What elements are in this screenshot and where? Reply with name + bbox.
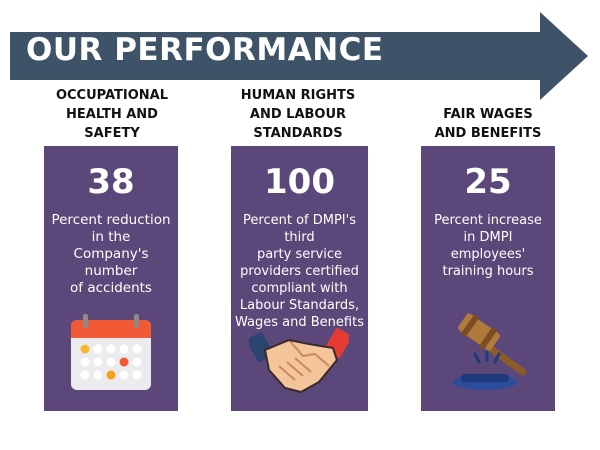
card-value: 100 xyxy=(264,162,335,202)
heading-human-rights: HUMAN RIGHTS AND LABOUR STANDARDS xyxy=(240,88,356,141)
heading-occupational-health: OCCUPATIONAL HEALTH AND SAFETY xyxy=(55,88,169,141)
card-description: Percent increase in DMPI employees' trai… xyxy=(434,213,542,279)
gavel-icon xyxy=(453,313,527,390)
calendar-icon xyxy=(71,314,151,390)
card-value: 25 xyxy=(464,162,512,202)
card-description: Percent of DMPI's third party service pr… xyxy=(235,213,364,330)
card-occupational-health: 38 Percent reduction in the Company's nu… xyxy=(44,146,178,411)
card-human-rights: 100 Percent of DMPI's third party servic… xyxy=(231,146,368,411)
banner-arrow-shape xyxy=(10,12,588,100)
heading-fair-wages: FAIR WAGES AND BENEFITS xyxy=(434,107,542,141)
card-description: Percent reduction in the Company's numbe… xyxy=(51,212,171,296)
performance-banner: OUR PERFORMANCE xyxy=(0,0,600,130)
card-fair-wages: 25 Percent increase in DMPI employees' t… xyxy=(421,146,555,411)
card-value: 38 xyxy=(87,162,135,202)
handshake-icon xyxy=(249,327,349,394)
banner-title: OUR PERFORMANCE xyxy=(26,32,384,68)
